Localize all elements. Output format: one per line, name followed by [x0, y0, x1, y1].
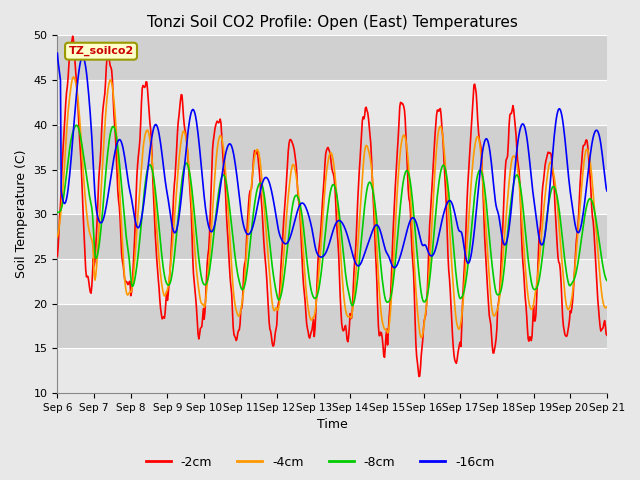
Bar [58, 36, 607, 80]
Y-axis label: Soil Temperature (C): Soil Temperature (C) [15, 150, 28, 278]
Bar [58, 348, 607, 393]
Legend: -2cm, -4cm, -8cm, -16cm: -2cm, -4cm, -8cm, -16cm [141, 451, 499, 474]
Bar [58, 214, 607, 259]
Bar [58, 259, 607, 304]
Bar [58, 80, 607, 125]
Bar [58, 125, 607, 169]
Bar [58, 304, 607, 348]
Bar [58, 169, 607, 214]
Text: TZ_soilco2: TZ_soilco2 [68, 46, 134, 56]
Title: Tonzi Soil CO2 Profile: Open (East) Temperatures: Tonzi Soil CO2 Profile: Open (East) Temp… [147, 15, 518, 30]
X-axis label: Time: Time [317, 419, 348, 432]
